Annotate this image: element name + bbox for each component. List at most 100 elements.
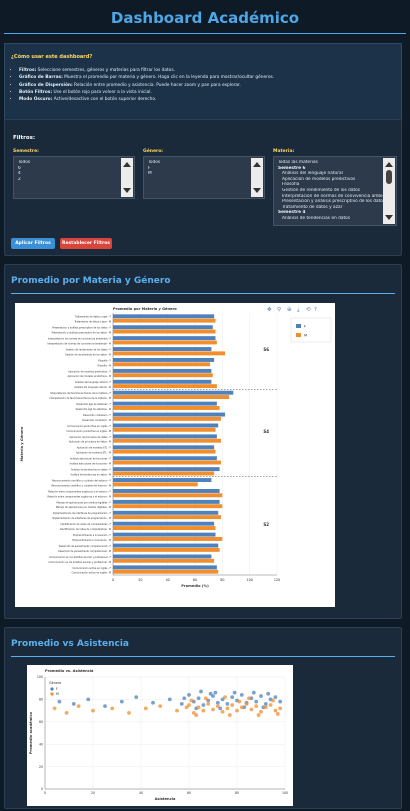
legend-label: F [304,325,306,329]
select-option[interactable]: Aplicación de modelos predictivos [282,176,356,182]
pan-icon[interactable]: ✥ [267,306,272,313]
scatter-point-m [268,703,273,707]
group-label: S4 [263,429,269,434]
bar-f [113,336,216,341]
bar-m [113,427,216,432]
select-option[interactable]: F [148,165,151,171]
y-tick-label: Implementación de interfaces de programa… [52,517,111,520]
select-option[interactable]: Tratamiento de datos y azar [282,204,343,210]
apply-filters-button[interactable]: Aplicar Filtros [11,238,55,249]
bar-f [113,488,220,493]
scatter-point-m [223,695,227,700]
bar-chart-panel: Promedio por Materia y Género Promedio p… [4,264,402,619]
x-tick-label: 100 [282,791,288,795]
scatter-point-m [196,705,201,710]
semestre-select[interactable]: Todos 6 4 2 [13,156,135,199]
bar-m [113,515,221,520]
scroll-up-icon[interactable] [253,162,261,167]
x-tick-label: 20 [138,578,142,582]
bar-f [113,521,215,526]
scatter-point-m [211,707,215,712]
scroll-up-icon[interactable] [385,162,393,167]
genero-select[interactable]: Todos F M [143,156,265,199]
semestre-scrollbar[interactable] [121,158,133,197]
x-tick-label: 0 [44,791,46,795]
bar-f [113,368,212,373]
x-tick-label: 60 [193,578,197,582]
scroll-up-icon[interactable] [123,162,131,167]
scatter-point-m [52,706,57,711]
genero-scrollbar[interactable] [251,158,263,197]
bar-chart-svg[interactable]: Promedio por Materia y Género ✥ ⚲ ⊕ ⤓ ⟲ ? 0 20 40… [15,303,335,607]
y-tick-label: 80 [39,698,43,702]
y-tick-label: Aplicación de modelos predictivos - F [68,370,111,373]
y-tick-label: Manejo de aplicaciones por medios digita… [56,501,111,504]
select-option[interactable]: Análisis del lenguaje natural [282,171,343,177]
x-axis-label: Promedio (%) [181,584,209,588]
select-option[interactable]: Interpretación de normas de convivencia … [282,193,392,199]
genero-options: Todos F M [148,160,260,177]
select-option[interactable]: Todas las materias [278,160,318,165]
bar-f [113,445,215,450]
scatter-point-f [187,693,191,697]
y-tick-label: 0 [41,787,43,791]
select-option[interactable]: 6 [18,165,21,171]
scroll-down-icon[interactable] [123,188,131,193]
scroll-down-icon[interactable] [385,215,393,220]
select-option[interactable]: M [148,171,152,177]
save-icon[interactable]: ⤓ [297,307,300,313]
select-option[interactable]: Semestre 6 [278,165,306,171]
scroll-down-icon[interactable] [253,188,261,193]
wheel-zoom-icon[interactable]: ⊕ [287,307,292,313]
materia-select[interactable]: Todas las materias Semestre 6 Análisis del… [273,156,397,226]
help-icon[interactable]: ? [314,307,317,313]
scatter-chart-svg[interactable]: Promedio vs. Asistencia 0 20 40 60 80 100 0 20 40… [27,665,293,806]
help-item-label: Modo Oscuro: [19,97,53,103]
help-item-label: Gráfico de Dispersión: [19,82,73,88]
select-option[interactable]: Semestre 4 [278,210,306,216]
scatter-point-f [218,706,223,711]
select-option[interactable]: Filosofía [282,182,300,188]
genero-label: Género: [143,149,164,154]
reset-icon[interactable]: ⟲ [306,307,311,313]
scatter-point-m [91,708,95,713]
scatter-point-m [191,710,196,715]
y-tick-label: Tratamiento de datos y azar - M [74,321,111,324]
select-option[interactable]: Análisis de tendencias en datos [282,215,351,221]
select-option[interactable]: Todos [148,160,161,165]
y-tick-label: Análisis de tendencias en datos - F [71,469,112,472]
materia-scrollbar[interactable] [383,158,395,224]
scatter-point-m [184,705,189,710]
scatter-legend: Género FM [49,681,61,696]
y-tick-label: Relación entre componentes orgánicos y e… [47,495,111,498]
help-item: Filtros: Seleccione semestres, géneros y… [19,67,399,74]
y-tick-label: Aplicación de principios de datos - M [69,441,111,444]
zoom-icon[interactable]: ⚲ [277,307,281,313]
scatter-point-m [256,713,261,717]
y-tick-label: Gestión de rendimiento de los datos - M [65,353,111,356]
reset-filters-button[interactable]: Restablecer Filtros [60,238,112,249]
scatter-title: Promedio vs. Asistencia [45,669,94,673]
select-option[interactable]: 2 [18,176,21,182]
select-option[interactable]: Todos [18,160,31,165]
bar-legend: FM [290,317,332,343]
bar-m [113,460,221,465]
select-option[interactable]: 4 [18,171,21,177]
bar-chart[interactable]: Promedio por Materia y Género ✥ ⚲ ⊕ ⤓ ⟲? 0 20 40… [15,303,335,607]
x-tick-label: 120 [274,578,280,582]
help-item: Botón Filtros: Use el botón rojo para vo… [19,89,399,96]
select-option[interactable]: Presentación y análisis prescriptivo de … [282,199,386,205]
scatter-point-f [206,698,211,703]
scatter-point-m [158,704,163,709]
y-tick-label: Interpretación de fenómenos físicos de l… [49,397,111,400]
scatter-point-m [278,706,283,711]
scroll-thumb[interactable] [386,170,392,184]
scatter-point-f [278,699,283,704]
select-option[interactable]: Gestión de rendimiento de los datos [282,187,361,193]
scatter-section-divider [11,656,395,657]
y-tick-label: Identificación de redes de computadoras … [60,528,111,531]
scatter-chart[interactable]: Promedio vs. Asistencia 0 20 40 60 80 100 0 20 40… [27,665,293,806]
scatter-point-f [273,695,278,700]
y-tick-label: Manejo de aplicaciones por medios digita… [56,506,111,509]
y-tick-label: Gestión de rendimiento de los datos - F [66,348,112,351]
